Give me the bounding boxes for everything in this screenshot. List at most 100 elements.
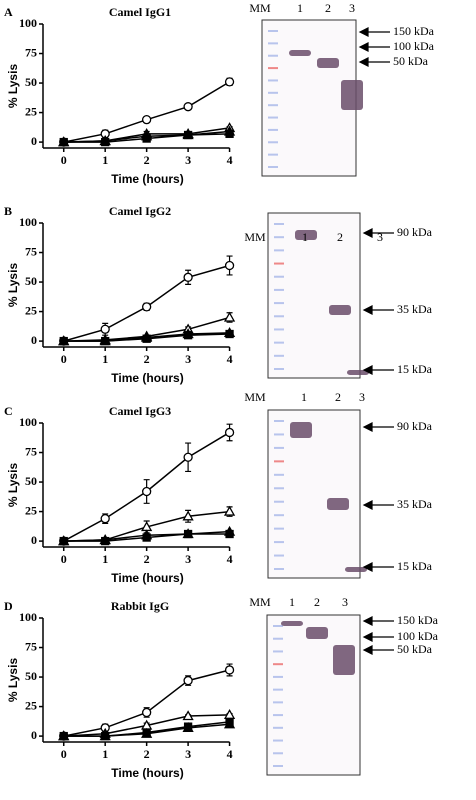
chart-title: Camel IgG3 <box>109 404 171 418</box>
x-tick-label: 3 <box>185 552 191 566</box>
gel-band <box>295 230 317 240</box>
data-point <box>223 311 236 322</box>
y-tick-label: 25 <box>25 104 37 118</box>
marker-label: 150 kDa <box>393 24 435 38</box>
marker-arrow <box>362 228 394 238</box>
gel-band <box>333 645 355 675</box>
x-tick-label: 2 <box>144 552 150 566</box>
data-point <box>58 535 70 546</box>
ladder-band <box>273 752 283 755</box>
data-point <box>99 534 111 545</box>
ladder-band <box>268 104 278 107</box>
lane-label: MM <box>249 595 271 609</box>
data-point <box>100 514 110 524</box>
marker-label: 100 kDa <box>397 629 439 643</box>
x-tick-label: 1 <box>102 352 108 366</box>
ladder-band <box>273 625 283 627</box>
ladder-band <box>274 433 284 436</box>
gel-band <box>306 627 328 639</box>
ladder-band <box>274 341 284 344</box>
panel-letter: D <box>4 599 13 613</box>
ladder-band <box>274 275 284 278</box>
marker-label: 50 kDa <box>393 54 429 68</box>
y-tick-label: 25 <box>25 698 37 712</box>
y-tick-label: 50 <box>25 669 37 683</box>
data-point <box>99 335 111 346</box>
marker-label: 35 kDa <box>397 302 433 316</box>
lane-label: 3 <box>377 230 383 244</box>
y-tick-label: 0 <box>31 533 37 547</box>
y-tick-label: 25 <box>25 503 37 517</box>
x-tick-label: 1 <box>102 153 108 167</box>
marker-label: 90 kDa <box>397 225 433 239</box>
marker-arrow <box>362 500 394 510</box>
ladder-band <box>268 79 278 82</box>
x-tick-label: 0 <box>61 747 67 761</box>
ladder-band <box>268 42 278 45</box>
data-point <box>58 136 70 147</box>
data-point <box>141 130 153 141</box>
data-point <box>141 115 152 125</box>
ladder-band <box>274 446 284 449</box>
data-point <box>183 675 193 686</box>
data-point <box>223 327 236 337</box>
lane-label: 3 <box>349 1 355 15</box>
data-point <box>183 272 193 282</box>
data-point <box>182 510 194 521</box>
ladder-band <box>274 514 284 517</box>
x-tick-label: 3 <box>185 352 191 366</box>
x-tick-label: 0 <box>61 153 67 167</box>
data-point <box>183 452 193 462</box>
x-tick-label: 3 <box>185 153 191 167</box>
data-point <box>100 324 110 334</box>
ladder-band <box>268 141 278 144</box>
gel-band <box>281 621 303 626</box>
lane-label: 1 <box>301 390 307 404</box>
ladder-band <box>274 288 284 291</box>
ladder-band <box>273 765 283 767</box>
data-point <box>141 707 152 718</box>
x-tick-label: 4 <box>227 352 233 366</box>
lane-label: 1 <box>289 595 295 609</box>
data-point <box>183 102 193 112</box>
x-axis-label: Time (hours) <box>111 766 183 780</box>
x-tick-label: 2 <box>144 352 150 366</box>
marker-arrow <box>362 305 394 315</box>
data-point <box>141 486 152 497</box>
data-point <box>182 722 194 732</box>
ladder-band <box>268 54 278 57</box>
ladder-band <box>273 663 283 666</box>
ladder-band <box>268 91 278 94</box>
ladder-band <box>273 675 283 678</box>
x-tick-label: 2 <box>144 153 150 167</box>
ladder-band <box>274 487 284 490</box>
y-tick-label: 100 <box>19 215 37 229</box>
ladder-band <box>273 726 283 729</box>
lane-label: MM <box>249 1 271 15</box>
y-axis-label: % Lysis <box>6 263 20 308</box>
y-tick-label: 0 <box>31 333 37 347</box>
marker-arrow <box>358 42 390 52</box>
data-point <box>141 529 153 540</box>
lane-label: MM <box>244 390 266 404</box>
data-point <box>224 260 235 271</box>
lane-label: 2 <box>314 595 320 609</box>
y-tick-label: 50 <box>25 474 37 488</box>
ladder-band <box>273 688 283 691</box>
marker-label: 90 kDa <box>397 419 433 433</box>
ladder-band <box>268 166 278 168</box>
marker-arrow <box>362 616 394 626</box>
gel-band <box>327 498 349 510</box>
chart-title: Camel IgG2 <box>109 204 171 218</box>
x-tick-label: 1 <box>102 552 108 566</box>
ladder-band <box>274 354 284 357</box>
data-point <box>224 665 235 675</box>
x-tick-label: 4 <box>227 552 233 566</box>
ladder-band <box>273 637 283 640</box>
gel-band <box>317 58 339 68</box>
marker-arrow <box>362 562 394 572</box>
ladder-band <box>273 714 283 717</box>
ladder-band <box>274 460 284 463</box>
data-point <box>182 328 194 339</box>
marker-label: 50 kDa <box>397 642 433 656</box>
